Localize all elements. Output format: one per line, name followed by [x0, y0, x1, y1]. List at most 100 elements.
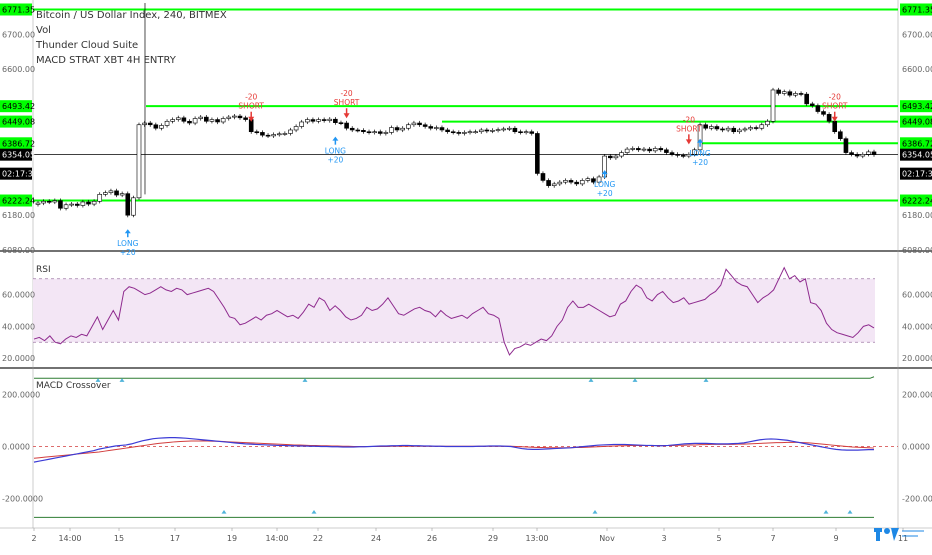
candle-body: [467, 131, 473, 134]
candle-body: [507, 127, 512, 130]
candle-body: [175, 117, 181, 120]
candle-body: [860, 154, 866, 157]
price-axis-tag-left: 6493.42: [2, 102, 35, 111]
candle-body: [406, 124, 411, 129]
candle-body: [495, 129, 501, 131]
candle-body: [198, 116, 204, 119]
candle-body: [697, 124, 703, 151]
short-marker-label: SHORT: [334, 98, 360, 107]
candle-body: [97, 194, 103, 202]
candle-body: [641, 148, 647, 151]
candle-body: [209, 119, 215, 122]
price-axis-tag-left: 6771.35: [2, 5, 35, 14]
candle-body: [187, 120, 192, 124]
candle-body: [776, 89, 781, 94]
candle-body: [838, 131, 843, 139]
candle-body: [636, 148, 641, 151]
symbol-title[interactable]: Bitcoin / US Dollar Index, 240, BITMEX: [36, 10, 227, 21]
price-tag-bg: [900, 3, 932, 16]
price-axis-label-left: 6600.00: [2, 65, 35, 74]
candle-body: [361, 130, 366, 133]
candle-body: [434, 127, 439, 129]
macd-axis-label-left: -200.0000: [2, 495, 43, 504]
indicator-thunder-cloud[interactable]: Thunder Cloud Suite: [36, 40, 139, 51]
candle-body: [579, 180, 585, 185]
rsi-axis-label-left: 20.0000: [2, 354, 35, 363]
candle-body: [596, 176, 602, 183]
macd-sell-arrow-icon: [311, 510, 317, 514]
candle-body: [237, 115, 243, 119]
long-marker-label: LONG: [117, 239, 138, 248]
time-axis-label: 29: [488, 534, 498, 543]
macd-pane-label[interactable]: MACD Crossover: [36, 381, 111, 391]
countdown-tag: 02:17:38: [2, 170, 38, 179]
indicator-vol[interactable]: Vol: [36, 25, 51, 36]
candle-body: [389, 127, 394, 133]
time-axis-label: 7: [770, 534, 775, 543]
price-axis-tag-right: 6449.08: [902, 118, 932, 127]
time-axis-label: 9: [833, 534, 838, 543]
macd-buy-arrow-icon: [588, 378, 594, 382]
short-arrow-icon: [343, 113, 350, 119]
candle-body: [243, 117, 248, 120]
candle-body: [445, 129, 450, 133]
candle-body: [366, 131, 372, 134]
price-tag-bg: [0, 148, 32, 161]
macd-buy-arrow-icon: [119, 378, 125, 382]
candle-body: [394, 127, 400, 131]
price-tag-bg: [0, 3, 32, 16]
candle-body: [692, 149, 697, 155]
candle-body: [260, 132, 265, 136]
macd-axis-label-left: 200.0000: [2, 390, 40, 399]
candle-body: [52, 200, 58, 203]
candle-body: [462, 132, 467, 134]
candle-body: [804, 93, 809, 105]
short-marker-value: -20: [245, 93, 257, 102]
candle-body: [742, 128, 748, 131]
time-axis-label: 5: [716, 534, 721, 543]
candle-body: [714, 126, 720, 130]
indicator-macd-strat[interactable]: MACD STRAT XBT 4H ENTRY: [36, 55, 176, 66]
macd-axis-label-right: 0.0000: [902, 443, 930, 452]
candle-body: [832, 120, 838, 133]
candle-body: [80, 201, 86, 206]
candle-body: [563, 180, 568, 183]
countdown-tag: 02:17:38: [902, 170, 932, 179]
candle-body: [439, 127, 445, 131]
candle-body: [204, 116, 209, 122]
rsi-pane-label[interactable]: RSI: [36, 265, 51, 275]
candle-body: [181, 117, 187, 122]
candle-body: [142, 122, 147, 126]
candle-body: [821, 111, 826, 115]
candle-body: [254, 131, 260, 134]
price-axis-tag-right: 6354.05: [902, 151, 932, 160]
price-axis-tag-right: 6771.35: [902, 5, 932, 14]
macd-line: [33, 437, 874, 463]
candle-body: [288, 129, 293, 134]
candle-body: [131, 197, 136, 216]
short-marker-label: SHORT: [676, 124, 702, 133]
price-tag-bg: [0, 194, 32, 207]
rsi-line: [33, 266, 875, 356]
candle-body: [854, 154, 860, 157]
macd-buy-arrow-icon: [632, 378, 638, 382]
time-axis-label: 11: [898, 534, 908, 543]
candle-body: [232, 115, 237, 118]
candle-body: [624, 148, 630, 153]
candle-body: [327, 118, 333, 121]
candle-body: [669, 152, 675, 155]
candle-body: [815, 105, 821, 112]
candle-body: [377, 131, 383, 134]
candle-body: [383, 132, 389, 134]
candle-body: [344, 122, 349, 129]
candle-body: [333, 118, 338, 123]
candle-body: [108, 190, 114, 193]
candle-body: [703, 124, 708, 129]
candle-body: [35, 202, 41, 205]
candle-body: [664, 149, 669, 153]
long-arrow-icon: [697, 138, 704, 143]
rsi-axis-label-left: 60.0000: [2, 291, 35, 300]
